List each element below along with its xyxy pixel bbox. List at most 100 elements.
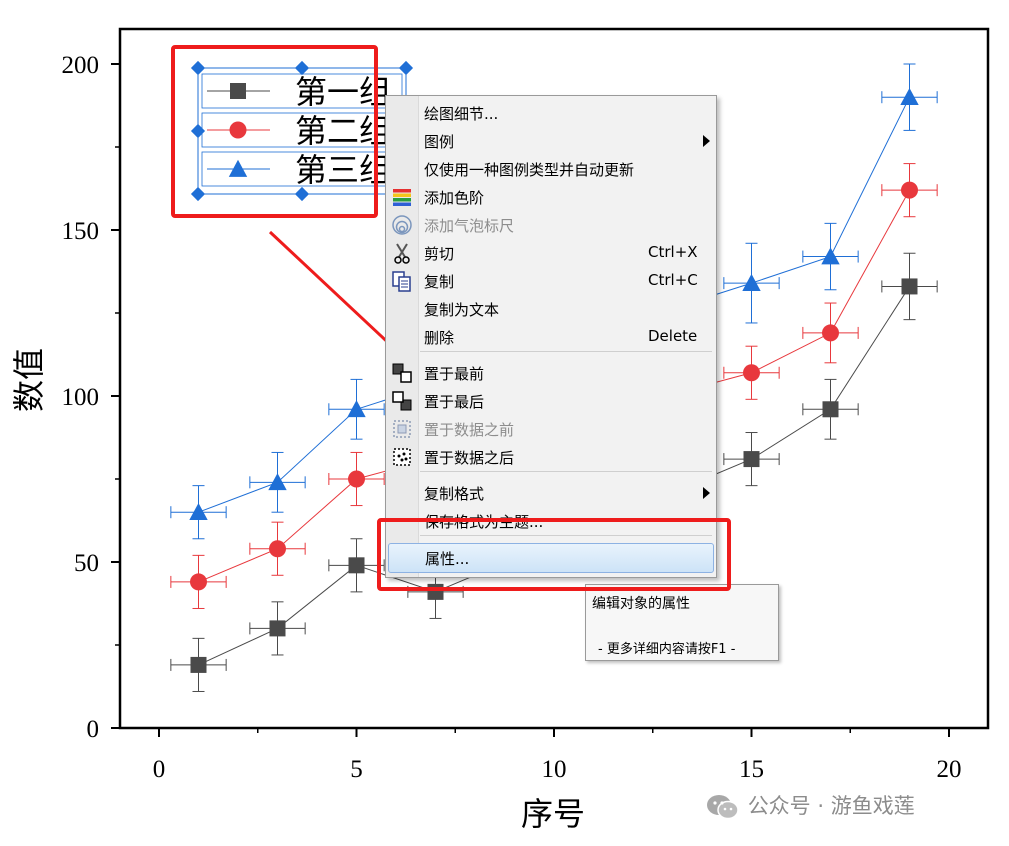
x-tick-label: 5 <box>350 756 363 783</box>
bring-to-front-icon <box>392 363 412 383</box>
y-tick-label: 50 <box>74 550 99 577</box>
menu-item-label: 复制格式 <box>424 485 485 503</box>
menu-item-label: 置于数据之前 <box>424 421 515 439</box>
x-tick-label: 15 <box>739 756 764 783</box>
data-point <box>743 364 760 382</box>
data-point <box>743 451 760 468</box>
submenu-arrow-icon <box>703 487 710 499</box>
scissors-icon <box>394 243 410 264</box>
menu-item-label: 置于最前 <box>424 365 485 383</box>
menu-item-label: 图例 <box>424 133 455 151</box>
x-tick-label: 0 <box>153 756 166 783</box>
menu-item-12[interactable]: 置于数据之前 <box>386 415 716 441</box>
data-point <box>347 400 366 418</box>
menu-item-label: 剪切 <box>424 245 455 263</box>
menu-item-label: 删除 <box>424 329 455 347</box>
data-point <box>901 278 918 295</box>
menu-item-4[interactable]: 添加色阶 <box>386 183 716 209</box>
menu-item-shortcut: Ctrl+C <box>648 271 698 289</box>
submenu-arrow-icon <box>703 135 710 147</box>
data-point <box>190 656 207 673</box>
data-point <box>190 573 207 591</box>
properties-highlight-box <box>377 518 731 591</box>
menu-item-10[interactable]: 置于最前 <box>386 359 716 385</box>
menu-item-14[interactable]: 复制格式 <box>386 479 716 505</box>
x-tick-label: 20 <box>937 756 962 783</box>
y-tick-label: 150 <box>62 218 100 245</box>
behind-data-icon <box>393 448 411 466</box>
menu-item-label: 复制为文本 <box>424 301 500 319</box>
menu-item-label: 属性... <box>425 550 470 568</box>
menu-item-8[interactable]: 复制为文本 <box>386 295 716 321</box>
data-point <box>269 540 286 558</box>
data-point <box>901 181 918 199</box>
menu-separator <box>420 351 712 352</box>
menu-item-6[interactable]: 剪切 Ctrl+X <box>386 239 716 265</box>
menu-item-label: 置于数据之后 <box>424 449 515 467</box>
selection-handle[interactable] <box>398 60 414 76</box>
menu-item-label: 复制 <box>424 273 455 291</box>
menu-item-15[interactable]: 保存格式为主题... <box>386 507 716 533</box>
bubble-scale-icon <box>392 215 412 235</box>
front-of-data-icon <box>393 420 411 438</box>
menu-item-11[interactable]: 置于最后 <box>386 387 716 413</box>
context-menu: 绘图细节... 图例仅使用一种图例类型并自动更新 添加色阶添加气泡标尺 剪切 Ctrl+… <box>385 95 717 578</box>
menu-item-5[interactable]: 添加气泡标尺 <box>386 211 716 237</box>
watermark: 公众号 · 游鱼戏莲 <box>705 790 915 821</box>
menu-item-label: 绘图细节... <box>424 105 499 123</box>
series-1 <box>170 252 938 692</box>
x-axis-title: 序号 <box>521 796 585 832</box>
menu-icon-gutter <box>386 96 419 577</box>
data-point <box>900 88 919 106</box>
menu-item-label: 保存格式为主题... <box>424 513 544 531</box>
legend-marker <box>229 121 247 139</box>
x-tick-label: 10 <box>542 756 567 783</box>
tooltip-title: 编辑对象的属性 <box>592 596 690 612</box>
data-point <box>348 470 365 488</box>
selection-handle[interactable] <box>294 186 310 202</box>
menu-item-2[interactable]: 图例 <box>386 127 716 153</box>
y-axis-title: 数值 <box>11 348 47 412</box>
legend-marker <box>230 83 246 99</box>
tooltip-hint: - 更多详细内容请按F1 - <box>598 642 736 657</box>
data-point <box>269 620 286 637</box>
menu-item-1[interactable]: 绘图细节... <box>386 99 716 125</box>
menu-item-shortcut: Delete <box>648 327 698 345</box>
data-point <box>189 503 208 521</box>
data-point <box>348 557 365 574</box>
selection-handle[interactable] <box>190 186 206 202</box>
watermark-text: 公众号 · 游鱼戏莲 <box>747 794 915 818</box>
y-tick-label: 100 <box>62 384 100 411</box>
menu-item-label: 添加气泡标尺 <box>424 217 515 235</box>
properties-tooltip: 编辑对象的属性 - 更多详细内容请按F1 - <box>585 584 779 661</box>
menu-item-7[interactable]: 复制 Ctrl+C <box>386 267 716 293</box>
menu-separator <box>420 471 712 472</box>
y-tick-label: 200 <box>62 52 100 79</box>
data-point <box>822 324 839 342</box>
menu-item-3[interactable]: 仅使用一种图例类型并自动更新 <box>386 155 716 181</box>
selection-handle[interactable] <box>294 60 310 76</box>
copy-icon <box>392 271 411 292</box>
menu-item-label: 添加色阶 <box>424 189 485 207</box>
data-point <box>742 273 761 291</box>
menu-item-13[interactable]: 置于数据之后 <box>386 443 716 469</box>
data-point <box>822 401 839 418</box>
color-scale-icon <box>393 189 411 206</box>
menu-item-label: 仅使用一种图例类型并自动更新 <box>424 161 635 179</box>
wechat-icon <box>707 795 739 820</box>
menu-item-shortcut: Ctrl+X <box>648 243 698 261</box>
legend-marker <box>228 159 248 177</box>
menu-item-9[interactable]: 删除 Delete <box>386 323 716 349</box>
series-layer <box>170 63 938 692</box>
menu-separator <box>420 535 712 536</box>
legend-entry-frame <box>201 73 403 109</box>
menu-item-label: 置于最后 <box>424 393 485 411</box>
send-to-back-icon <box>392 391 412 411</box>
menu-item-16[interactable]: 属性... <box>388 543 714 573</box>
data-point <box>268 473 287 491</box>
y-tick-label: 0 <box>87 716 100 743</box>
legend-highlight-box <box>171 45 378 218</box>
data-point <box>821 247 840 265</box>
